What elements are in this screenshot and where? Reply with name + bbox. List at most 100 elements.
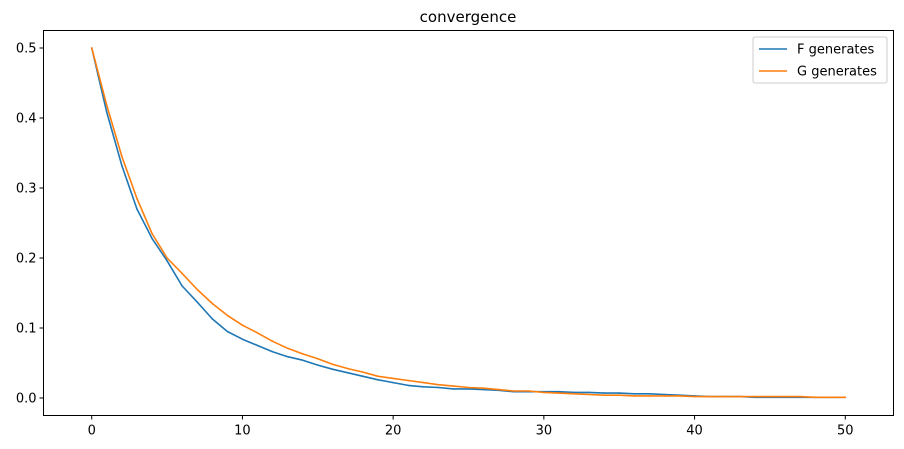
- data-point: [754, 395, 756, 398]
- data-point: [121, 164, 123, 167]
- data-point: [648, 393, 651, 395]
- data-point: [588, 391, 590, 394]
- data-point: [603, 394, 605, 397]
- data-point: [769, 395, 771, 398]
- legend-label: G generates: [797, 65, 877, 80]
- data-point: [121, 155, 123, 158]
- data-point: [633, 393, 636, 395]
- data-point: [226, 314, 229, 317]
- data-point: [271, 351, 274, 353]
- y-tick-label: 0.5: [16, 42, 37, 57]
- y-tick-label: 0.0: [16, 392, 37, 407]
- data-point: [799, 395, 801, 398]
- data-point: [512, 390, 515, 392]
- data-point: [829, 396, 831, 399]
- y-tick-label: 0.2: [16, 252, 37, 267]
- data-point: [181, 272, 183, 275]
- data-point: [106, 111, 108, 114]
- data-point: [166, 257, 168, 259]
- data-point: [738, 395, 741, 398]
- data-point: [271, 340, 274, 343]
- data-point: [558, 392, 560, 394]
- data-point: [377, 379, 379, 381]
- data-point: [181, 285, 183, 287]
- data-point: [316, 364, 319, 366]
- y-tick-label: 0.1: [16, 322, 37, 337]
- data-point: [286, 347, 289, 350]
- plot-area: [90, 47, 847, 399]
- data-point: [452, 388, 455, 390]
- data-point: [136, 197, 138, 200]
- chart-title: convergence: [420, 8, 517, 26]
- data-point: [573, 393, 575, 395]
- data-point: [543, 391, 545, 394]
- data-point: [618, 394, 621, 397]
- data-point: [392, 381, 394, 384]
- data-point: [286, 355, 289, 358]
- data-point: [527, 390, 530, 392]
- data-point: [362, 375, 364, 378]
- data-point: [166, 260, 168, 262]
- data-point: [663, 393, 666, 396]
- data-point: [196, 288, 199, 291]
- y-tick-label: 0.4: [16, 112, 37, 127]
- data-point: [784, 395, 786, 398]
- data-point: [301, 359, 304, 362]
- x-tick-label: 0: [88, 424, 96, 439]
- data-point: [814, 396, 816, 399]
- data-point: [407, 384, 410, 387]
- data-point: [392, 377, 394, 380]
- data-point: [301, 353, 304, 355]
- data-point: [482, 387, 485, 390]
- data-point: [844, 396, 847, 399]
- y-tick-label: 0.3: [16, 182, 37, 197]
- data-point: [573, 391, 575, 394]
- legend-label: F generates: [797, 43, 875, 58]
- data-point: [407, 379, 410, 382]
- x-tick-label: 50: [837, 424, 854, 439]
- data-point: [241, 324, 244, 327]
- data-point: [332, 363, 334, 366]
- data-point: [467, 388, 470, 390]
- data-point: [347, 372, 349, 374]
- data-point: [347, 367, 349, 370]
- data-point: [708, 395, 711, 398]
- data-point: [482, 388, 485, 391]
- data-point: [316, 358, 319, 360]
- data-point: [678, 395, 681, 397]
- data-point: [256, 332, 259, 334]
- legend: F generates G generates: [752, 36, 888, 84]
- data-point: [196, 301, 199, 303]
- data-point: [693, 395, 696, 398]
- data-point: [422, 386, 425, 388]
- data-point: [90, 47, 93, 49]
- data-point: [226, 330, 229, 333]
- data-point: [603, 392, 605, 394]
- x-tick-label: 10: [234, 424, 251, 439]
- axis-ticks: 0 10 20 30 40 50 0.0 0.1 0.2 0.3 0.4 0.5: [16, 42, 854, 439]
- data-point: [648, 395, 651, 397]
- data-point: [497, 388, 500, 391]
- data-point: [437, 383, 440, 386]
- data-point: [558, 390, 560, 393]
- data-point: [663, 395, 666, 397]
- data-point: [437, 386, 440, 389]
- data-point: [136, 208, 138, 210]
- data-point: [256, 344, 259, 347]
- axes-frame: [43, 30, 894, 416]
- data-point: [151, 237, 153, 240]
- data-point: [452, 385, 455, 387]
- data-point: [633, 395, 636, 397]
- data-point: [362, 371, 364, 373]
- data-point: [211, 302, 214, 305]
- data-point: [618, 392, 621, 394]
- data-point: [211, 318, 214, 320]
- x-tick-label: 30: [536, 424, 553, 439]
- data-point: [588, 393, 590, 396]
- x-tick-label: 40: [686, 424, 703, 439]
- x-tick-label: 20: [385, 424, 402, 439]
- data-point: [377, 375, 379, 378]
- data-point: [467, 386, 470, 389]
- data-point: [241, 338, 244, 341]
